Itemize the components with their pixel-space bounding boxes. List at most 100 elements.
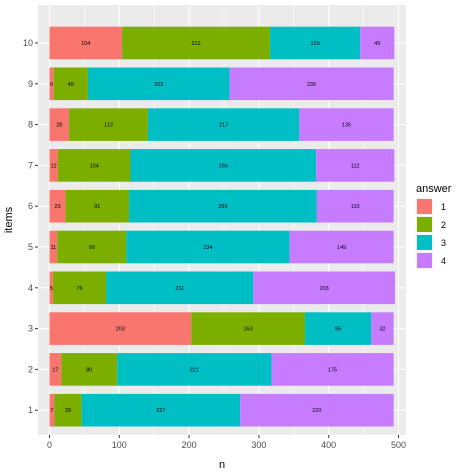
bar-segment — [69, 108, 148, 141]
bar-segment — [54, 393, 82, 427]
bar-value-label: 6 — [50, 82, 53, 88]
bar-value-label: 269 — [218, 204, 227, 210]
bar-segment — [52, 271, 107, 305]
legend-swatch — [417, 253, 432, 268]
y-tick-label: 8 — [28, 120, 33, 130]
bar-segment — [289, 230, 394, 264]
bar-segment — [253, 271, 396, 305]
bar-segment — [57, 149, 131, 182]
x-tick-label: 500 — [391, 440, 406, 450]
y-tick-label: 4 — [28, 283, 33, 293]
bar-segment — [360, 26, 395, 60]
y-tick-label: 3 — [28, 324, 33, 334]
bar-segment — [61, 353, 118, 386]
legend-label: 3 — [441, 238, 446, 248]
bar-segment — [316, 189, 394, 223]
x-tick-label: 200 — [182, 440, 197, 450]
bar-segment — [49, 271, 53, 305]
bar-segment — [49, 149, 58, 182]
x-tick-label: 0 — [47, 440, 52, 450]
bar-value-label: 11 — [50, 245, 56, 251]
y-tick-label: 9 — [28, 79, 33, 89]
bar-value-label: 12 — [51, 163, 57, 169]
bar-segment — [122, 26, 271, 60]
bar-segment — [49, 353, 62, 386]
y-tick-label: 5 — [28, 242, 33, 252]
bar-value-label: 7 — [50, 408, 53, 414]
bar-segment — [299, 108, 394, 141]
bar-value-label: 175 — [328, 367, 337, 373]
bar-value-label: 221 — [190, 367, 199, 373]
legend-label: 2 — [441, 220, 446, 230]
legend-swatch — [417, 235, 432, 250]
bar-segment — [240, 393, 394, 427]
x-axis-title: n — [219, 459, 225, 471]
bar-segment — [49, 312, 192, 345]
bar-value-label: 220 — [312, 408, 321, 414]
bar-value-label: 217 — [219, 123, 228, 129]
bar-value-label: 227 — [156, 408, 165, 414]
bar-segment — [81, 393, 241, 427]
bar-value-label: 80 — [86, 367, 92, 373]
bar-value-label: 23 — [54, 204, 60, 210]
bar-segment — [49, 393, 55, 427]
legend-title: answer — [416, 183, 452, 195]
bar-value-label: 129 — [310, 41, 319, 47]
bar-value-label: 76 — [76, 286, 82, 292]
bar-segment — [126, 230, 290, 264]
bar-segment — [49, 108, 70, 141]
bar-value-label: 212 — [191, 41, 200, 47]
bar-segment — [229, 67, 394, 101]
bar-segment — [49, 26, 123, 60]
bar-segment — [304, 312, 372, 345]
bar-value-label: 203 — [116, 327, 125, 333]
legend-label: 1 — [441, 202, 446, 212]
bar-value-label: 110 — [351, 204, 360, 210]
bar-value-label: 149 — [337, 245, 346, 251]
bar-value-label: 104 — [90, 163, 99, 169]
bar-segment — [106, 271, 254, 305]
bar-value-label: 17 — [52, 367, 58, 373]
bar-value-label: 49 — [68, 82, 74, 88]
y-tick-label: 1 — [28, 405, 33, 415]
bar-value-label: 39 — [65, 408, 71, 414]
bar-value-label: 49 — [374, 41, 380, 47]
y-tick-label: 10 — [23, 38, 33, 48]
bar-segment — [147, 108, 300, 141]
legend: answer 1 2 3 4 — [416, 183, 452, 269]
bar-segment — [49, 67, 54, 101]
bar-value-label: 28 — [56, 123, 62, 129]
bar-value-label: 234 — [203, 245, 212, 251]
bar-segment — [271, 353, 394, 386]
y-tick-label: 6 — [28, 201, 33, 211]
y-axis-title: items — [3, 206, 15, 233]
legend-label: 4 — [441, 256, 446, 266]
bars — [49, 26, 396, 427]
bar-segment — [371, 312, 394, 345]
bar-value-label: 235 — [307, 82, 316, 88]
bar-segment — [316, 149, 395, 182]
bar-segment — [191, 312, 305, 345]
bar-segment — [130, 149, 317, 182]
bar-value-label: 163 — [243, 327, 252, 333]
bar-value-label: 113 — [104, 123, 113, 129]
legend-swatch — [417, 199, 432, 214]
bar-value-label: 5 — [50, 286, 53, 292]
x-tick-label: 400 — [321, 440, 336, 450]
bar-segment — [53, 67, 88, 101]
bar-value-label: 203 — [320, 286, 329, 292]
bar-value-label: 32 — [379, 327, 385, 333]
y-tick-label: 2 — [28, 364, 33, 374]
legend-swatch — [417, 217, 432, 232]
bar-segment — [129, 189, 317, 223]
bar-segment — [65, 189, 130, 223]
x-tick-label: 100 — [112, 440, 127, 450]
y-tick-label: 7 — [28, 160, 33, 170]
bar-labels: 7 39 227 220 17 80 221 175 203 163 95 32 5 76 211 203 11… — [50, 41, 386, 414]
bar-value-label: 203 — [154, 82, 163, 88]
bar-value-label: 211 — [175, 286, 184, 292]
x-tick-label: 300 — [251, 440, 266, 450]
bar-value-label: 95 — [335, 327, 341, 333]
